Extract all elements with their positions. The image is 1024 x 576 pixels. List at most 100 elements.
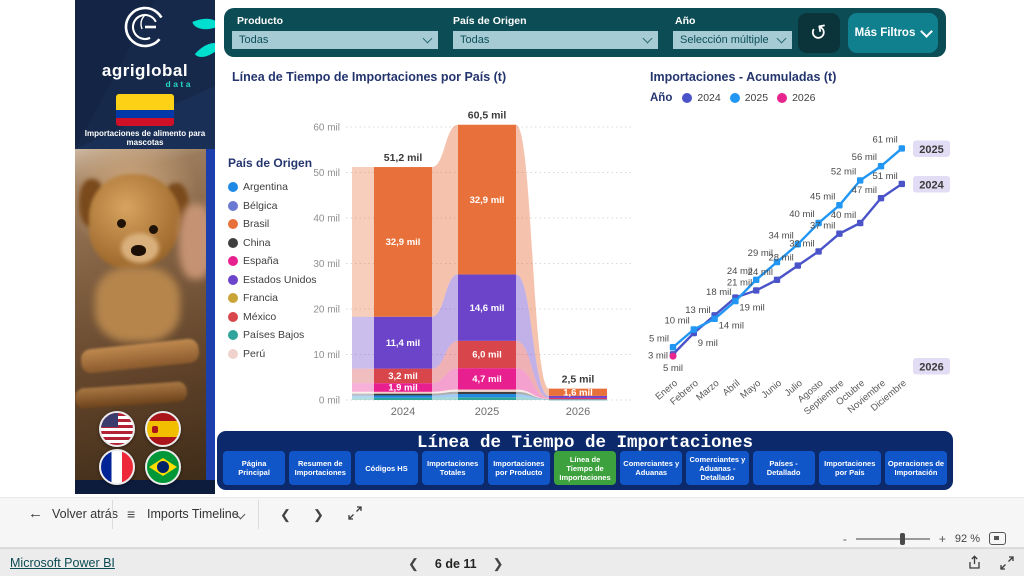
x-axis-tick: Mayo bbox=[738, 378, 763, 401]
previous-page-chevron[interactable]: ❮ bbox=[408, 556, 419, 571]
page-menu-button[interactable]: Imports Timeline bbox=[147, 507, 239, 521]
legend-dot-icon bbox=[228, 311, 238, 322]
zoom-in-button[interactable]: + bbox=[938, 531, 946, 546]
brand-name: agriglobal bbox=[101, 61, 189, 80]
nav-tab-operaciones-de-importaci-n[interactable]: Operaciones de Importación bbox=[884, 451, 948, 485]
acc-chart-legend: Año 2024 2025 2026 bbox=[650, 92, 815, 104]
leaf-icon bbox=[194, 36, 215, 64]
legend-item[interactable]: Países Bajos bbox=[228, 326, 333, 345]
data-point bbox=[857, 219, 864, 227]
leaf-icon bbox=[192, 13, 215, 35]
data-point bbox=[753, 276, 760, 283]
powerbi-brand-link[interactable]: Microsoft Power BI bbox=[10, 556, 115, 570]
data-point bbox=[877, 163, 885, 170]
producto-dropdown[interactable]: Todas bbox=[232, 31, 438, 49]
pais-origen-dropdown[interactable]: Todas bbox=[453, 31, 658, 49]
data-point bbox=[773, 258, 781, 266]
filter-label-producto: Producto bbox=[237, 15, 284, 27]
total-value-label: 2,5 mil bbox=[562, 374, 595, 386]
more-filters-button[interactable]: Más Filtros bbox=[848, 13, 938, 53]
legend-item[interactable]: Argentina bbox=[228, 178, 333, 197]
back-arrow-icon[interactable]: ← bbox=[28, 505, 43, 522]
zoom-slider-thumb[interactable] bbox=[899, 532, 905, 545]
dog-treat bbox=[75, 381, 188, 409]
point-value-label: 10 mil bbox=[664, 316, 689, 327]
next-page-chevron[interactable]: ❯ bbox=[492, 556, 504, 571]
ribbon-connector bbox=[352, 391, 374, 394]
nav-tab-resumen-de-importaciones[interactable]: Resumen de Importaciones bbox=[289, 451, 352, 485]
data-point bbox=[794, 262, 801, 269]
data-point bbox=[690, 326, 697, 333]
collapse-icon[interactable] bbox=[1000, 555, 1014, 575]
nav-tab-importaciones-totales[interactable]: Importaciones Totales bbox=[421, 451, 484, 485]
legend-item[interactable]: Brasil bbox=[228, 215, 333, 234]
stacked-bar-segment bbox=[458, 124, 516, 275]
legend-item[interactable]: 2025 bbox=[729, 92, 768, 104]
ribbon-connector bbox=[516, 340, 549, 399]
segment-value-label: 1,9 mil bbox=[388, 383, 418, 394]
usa-flag-icon[interactable] bbox=[99, 411, 135, 447]
ribbon-connector bbox=[516, 391, 549, 400]
nav-tab-comerciantes-y-aduanas-detallado[interactable]: Comerciantes y Aduanas - Detallado bbox=[686, 451, 749, 485]
point-value-label: 18 mil bbox=[706, 287, 731, 298]
legend-item[interactable]: China bbox=[228, 234, 333, 253]
refresh-button[interactable]: ↺ bbox=[798, 13, 840, 53]
previous-page-button[interactable]: ❮ bbox=[280, 507, 291, 522]
share-icon[interactable] bbox=[967, 555, 982, 575]
legend-title: Año bbox=[650, 92, 673, 104]
legend-label: México bbox=[243, 310, 277, 323]
total-value-label: 51,2 mil bbox=[384, 152, 423, 164]
point-value-label: 13 mil bbox=[685, 305, 710, 316]
nav-tab-l-nea-de-tiempo-de-importaciones[interactable]: Línea de Tiempo de Importaciones bbox=[553, 451, 617, 485]
nav-tab-importaciones-por-producto[interactable]: Importaciones por Producto bbox=[487, 451, 550, 485]
data-point bbox=[857, 177, 864, 184]
legend-item[interactable]: España bbox=[228, 252, 333, 271]
fit-to-page-icon[interactable] bbox=[989, 532, 1006, 545]
legend-item[interactable]: México bbox=[228, 308, 333, 327]
data-point bbox=[753, 287, 760, 294]
divider bbox=[112, 500, 113, 529]
focus-mode-icon[interactable] bbox=[348, 506, 362, 523]
point-value-label: 61 mil bbox=[872, 134, 897, 145]
legend-item[interactable]: Francia bbox=[228, 289, 333, 308]
year-badge-label: 2024 bbox=[919, 179, 944, 191]
stacked-bar-segment bbox=[374, 393, 432, 396]
legend-item[interactable]: 2026 bbox=[777, 92, 815, 104]
france-flag-icon[interactable] bbox=[99, 449, 135, 485]
legend-item[interactable]: 2024 bbox=[682, 92, 721, 104]
nav-tab-p-gina-principal[interactable]: Página Principal bbox=[223, 451, 286, 485]
legend-item[interactable]: Perú bbox=[228, 345, 333, 364]
nav-tab-c-digos-hs[interactable]: Códigos HS bbox=[355, 451, 418, 485]
ribbon-connector bbox=[432, 394, 458, 398]
hamburger-icon[interactable]: ≡ bbox=[127, 506, 136, 522]
brand-area: agriglobal data Importaciones de aliment… bbox=[75, 0, 215, 149]
nav-tab-importaciones-por-pa-s[interactable]: Importaciones por País bbox=[818, 451, 881, 485]
sidebar: agriglobal data Importaciones de aliment… bbox=[75, 0, 215, 494]
nav-tab-comerciantes-y-aduanas[interactable]: Comerciantes y Aduanas bbox=[620, 451, 683, 485]
legend-item[interactable]: Bélgica bbox=[228, 197, 333, 216]
back-button[interactable]: Volver atrás bbox=[52, 507, 119, 521]
stacked-bar-segment bbox=[374, 316, 432, 369]
browser-toolbar: ← Volver atrás ≡ Imports Timeline ❮ ❯ bbox=[0, 497, 1024, 531]
point-value-label: 34 mil bbox=[768, 230, 793, 241]
brazil-flag-icon[interactable] bbox=[145, 449, 181, 485]
zoom-slider[interactable] bbox=[855, 532, 930, 545]
stacked-bar-segment bbox=[458, 340, 516, 369]
ano-dropdown[interactable]: Selección múltiple bbox=[673, 31, 792, 49]
stacked-bar-segment bbox=[374, 395, 432, 398]
legend-item[interactable]: Estados Unidos bbox=[228, 271, 333, 290]
imports-by-country-ribbon-chart[interactable]: 0 mil 10 mil 20 mil 30 mil 40 mil 50 mil 60 mi… bbox=[300, 105, 640, 420]
spain-flag-icon[interactable] bbox=[145, 411, 181, 447]
x-axis-tick: 2024 bbox=[391, 406, 415, 418]
ribbon-connector bbox=[516, 397, 549, 400]
ribbon-connector bbox=[432, 274, 458, 369]
legend-dot-icon bbox=[228, 182, 238, 193]
next-page-button[interactable]: ❯ bbox=[313, 507, 324, 522]
status-bar: Microsoft Power BI ❮ 6 de 11 ❯ bbox=[0, 548, 1024, 576]
zoom-out-button[interactable]: - bbox=[842, 531, 847, 546]
nav-tab-pa-ses-detallado[interactable]: Países - Detallado bbox=[752, 451, 815, 485]
point-value-label: 52 mil bbox=[831, 166, 856, 177]
point-value-label: 56 mil bbox=[852, 152, 877, 163]
legend-dot-icon bbox=[228, 274, 238, 285]
